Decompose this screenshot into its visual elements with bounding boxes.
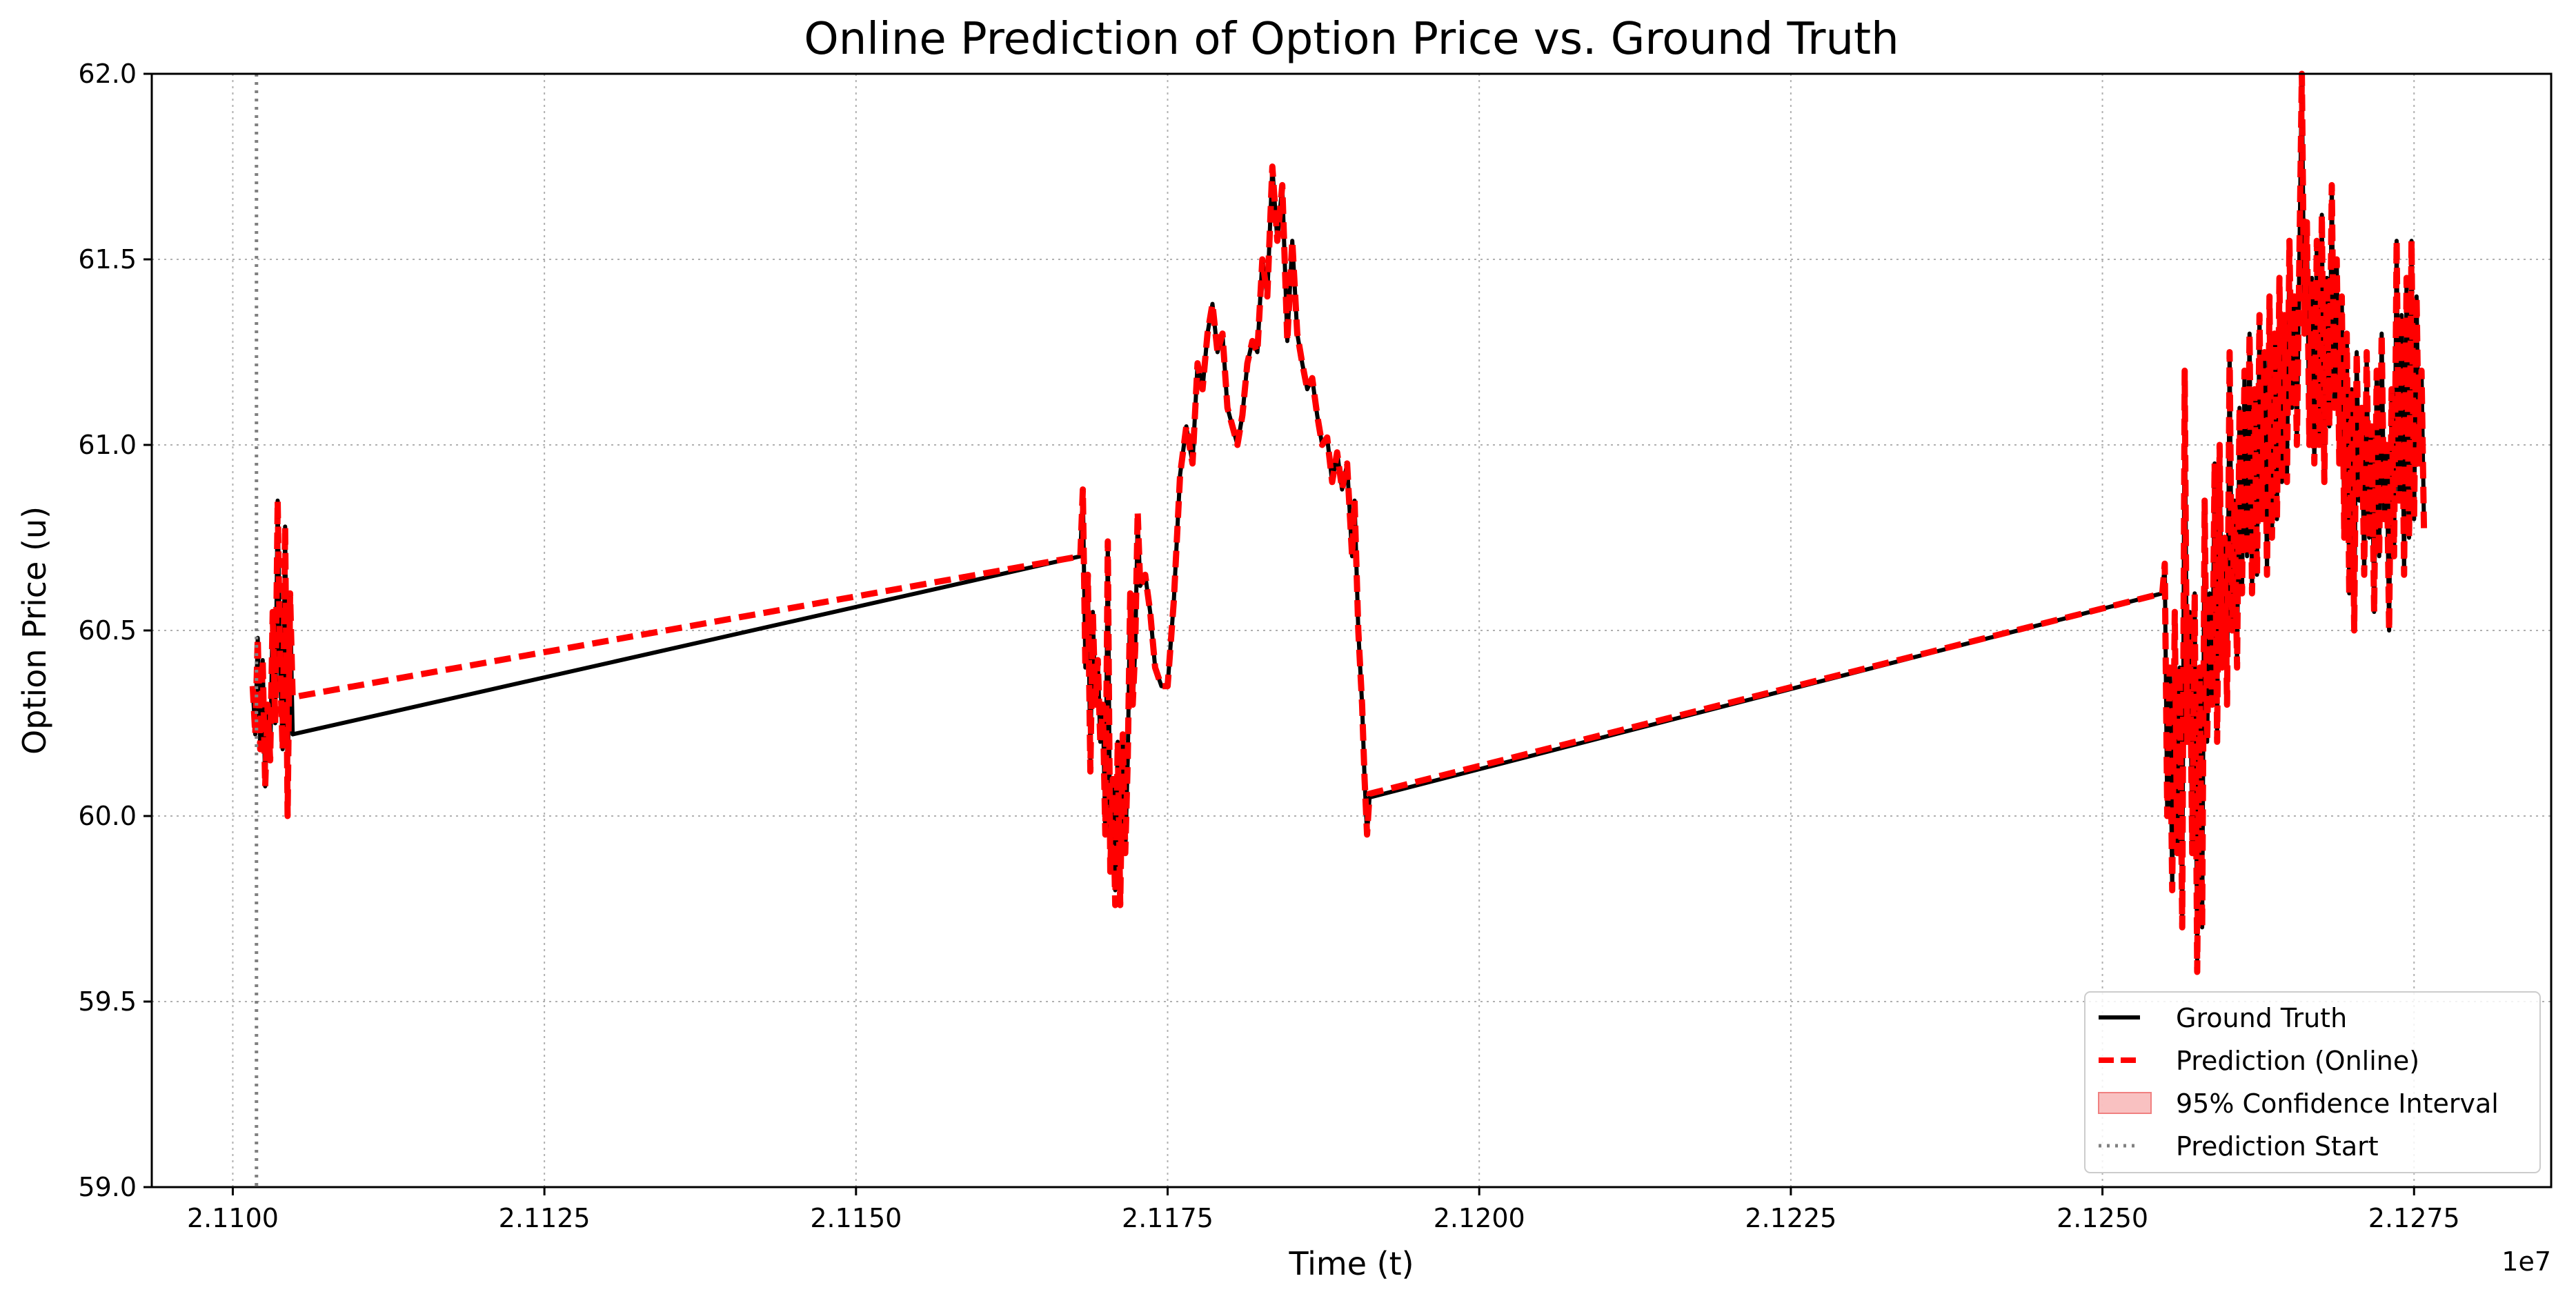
chart-title: Online Prediction of Option Price vs. Gr… <box>804 14 1899 65</box>
x-tick-label: 2.1150 <box>810 1203 902 1233</box>
legend-prediction-label: Prediction (Online) <box>2176 1046 2419 1076</box>
legend: Ground Truth Prediction (Online) 95% Con… <box>2084 991 2541 1173</box>
legend-confidence-label: 95% Confidence Interval <box>2176 1088 2499 1119</box>
x-tick-label: 2.1100 <box>187 1203 279 1233</box>
plot-series <box>249 70 2428 975</box>
legend-prediction-start-label: Prediction Start <box>2176 1131 2379 1162</box>
y-tick-label: 62.0 <box>78 59 137 89</box>
x-tick-label: 2.1250 <box>2057 1203 2148 1233</box>
y-tick-label: 60.5 <box>78 615 137 646</box>
y-axis-label: Option Price (u) <box>16 506 53 755</box>
x-tick-label: 2.1275 <box>2368 1203 2460 1233</box>
y-tick-label: 61.0 <box>78 430 137 460</box>
x-tick-label: 2.1200 <box>1434 1203 1525 1233</box>
legend-confidence-swatch <box>2098 1092 2152 1114</box>
x-axis-label: Time (t) <box>1288 1245 1414 1282</box>
y-tick-label: 59.5 <box>78 986 137 1017</box>
x-tick-label: 2.1125 <box>499 1203 591 1233</box>
x-axis-offset-label: 1e7 <box>2501 1246 2551 1277</box>
x-tick-label: 2.1225 <box>1745 1203 1836 1233</box>
y-tick-label: 60.0 <box>78 801 137 831</box>
x-tick-label: 2.1175 <box>1122 1203 1213 1233</box>
series-line-prediction-online <box>249 70 2428 975</box>
axis-ticks: 2.1100 2.1125 2.1150 2.1175 2.1200 2.1225 2.12… <box>78 59 2459 1233</box>
y-tick-label: 59.0 <box>78 1172 137 1202</box>
legend-ground-truth-label: Ground Truth <box>2176 1003 2347 1033</box>
legend-box <box>2084 991 2541 1173</box>
y-tick-label: 61.5 <box>78 244 137 275</box>
